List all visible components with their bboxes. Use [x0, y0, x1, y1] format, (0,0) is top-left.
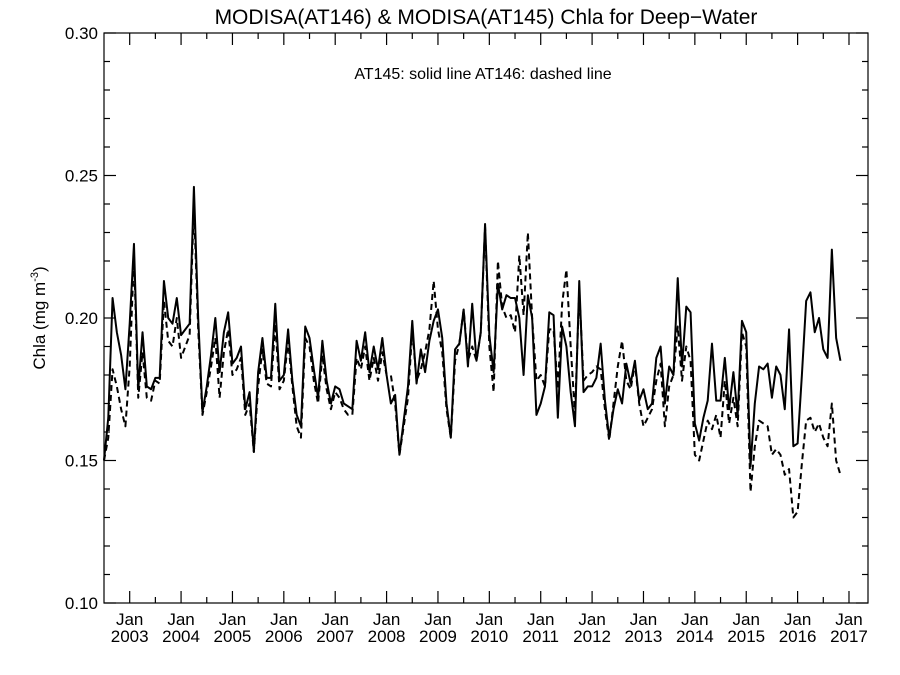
x-tick-year-label: 2017 [830, 627, 868, 646]
series-line-at145-solid [103, 185, 842, 468]
x-tick-month-label: Jan [835, 610, 862, 629]
plot-frame [103, 32, 869, 604]
chart-title: MODISA(AT146) & MODISA(AT145) Chla for D… [215, 6, 758, 29]
y-tick-label: 0.15 [65, 452, 98, 471]
x-tick-year-label: 2004 [162, 627, 200, 646]
y-tick-label: 0.25 [65, 167, 98, 186]
x-tick-year-label: 2007 [316, 627, 354, 646]
x-tick-month-label: Jan [630, 610, 657, 629]
y-axis-label-close: ) [30, 266, 49, 272]
x-tick-year-label: 2015 [727, 627, 765, 646]
y-tick-label: 0.20 [65, 309, 98, 328]
x-tick-year-label: 2008 [368, 627, 406, 646]
x-tick-year-label: 2011 [522, 627, 559, 646]
x-tick-month-label: Jan [578, 610, 605, 629]
series-line-at146-dashed [103, 203, 842, 519]
x-axis: Jan2003Jan2004Jan2005Jan2006Jan2007Jan20… [111, 33, 868, 646]
x-tick-month-label: Jan [784, 610, 811, 629]
x-tick-month-label: Jan [733, 610, 760, 629]
series-layer [103, 185, 842, 519]
line-style-annotation: AT145: solid line AT146: dashed line [354, 66, 611, 83]
y-axis-label-main: Chla (mg m [30, 282, 49, 370]
x-tick-year-label: 2014 [676, 627, 714, 646]
x-tick-month-label: Jan [219, 610, 246, 629]
x-tick-month-label: Jan [373, 610, 400, 629]
x-tick-month-label: Jan [527, 610, 554, 629]
x-tick-month-label: Jan [424, 610, 451, 629]
y-axis-label: Chla (mg m-3) [29, 266, 49, 369]
x-tick-month-label: Jan [681, 610, 708, 629]
y-axis: 0.10 0.15 0.20 0.25 0.30 [65, 24, 868, 613]
y-tick-label: 0.10 [65, 594, 98, 613]
x-tick-year-label: 2012 [573, 627, 611, 646]
y-tick-label: 0.30 [65, 24, 98, 43]
x-tick-year-label: 2016 [779, 627, 817, 646]
x-tick-year-label: 2010 [470, 627, 508, 646]
x-tick-year-label: 2013 [625, 627, 663, 646]
x-tick-month-label: Jan [167, 610, 194, 629]
x-tick-month-label: Jan [116, 610, 143, 629]
x-tick-year-label: 2005 [214, 627, 252, 646]
x-tick-month-label: Jan [476, 610, 503, 629]
x-tick-year-label: 2006 [265, 627, 303, 646]
x-tick-month-label: Jan [270, 610, 297, 629]
x-tick-year-label: 2009 [419, 627, 457, 646]
y-axis-label-superscript: -3 [29, 272, 41, 282]
x-tick-year-label: 2003 [111, 627, 149, 646]
x-tick-month-label: Jan [321, 610, 348, 629]
